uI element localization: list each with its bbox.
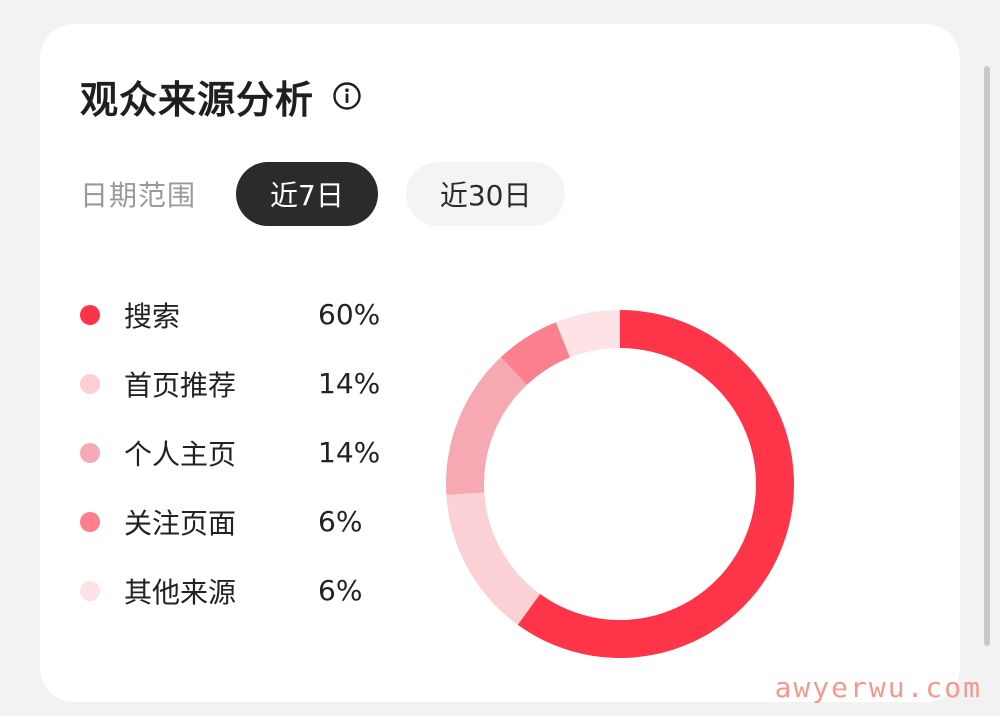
watermark: awyerwu.com [774,671,982,704]
legend-label: 其他来源 [124,575,237,609]
legend-value: 14% [318,367,381,400]
scrollbar[interactable] [984,66,990,646]
legend-value: 6% [318,505,363,538]
card-header: 观众来源分析 [80,68,362,124]
donut-slice[interactable] [446,492,541,625]
legend-swatch [80,373,100,394]
date-range-selector: 日期范围 近7日 近30日 [80,162,593,226]
legend-item: 首页推荐 14% [80,349,380,418]
legend-swatch [80,304,100,325]
donut-slice[interactable] [500,322,570,385]
info-circle-icon[interactable] [332,81,362,111]
legend-label: 关注页面 [124,506,237,540]
donut-slice[interactable] [555,310,620,358]
legend-label: 搜索 [124,299,181,333]
legend-swatch [80,580,100,601]
range-7-days-button[interactable]: 近7日 [236,162,378,226]
legend-item: 个人主页 14% [80,418,380,487]
page-title: 观众来源分析 [80,77,315,122]
legend-item: 搜索 60% [80,280,380,349]
date-range-label: 日期范围 [80,179,197,212]
audience-source-card: 观众来源分析 日期范围 近7日 近30日 搜索 60% 首页推荐 14% 个人主页 14%… [40,24,960,702]
legend-swatch [80,442,100,463]
donut-chart [446,310,794,658]
legend-value: 60% [318,298,381,331]
legend-value: 14% [318,436,381,469]
range-30-days-button[interactable]: 近30日 [405,162,566,226]
legend-swatch [80,511,100,532]
legend-item: 其他来源 6% [80,556,380,625]
chart-legend: 搜索 60% 首页推荐 14% 个人主页 14% 关注页面 6% 其他来源 6% [80,280,380,625]
legend-value: 6% [318,574,363,607]
donut-slice[interactable] [446,357,527,495]
donut-slice[interactable] [517,310,794,658]
legend-item: 关注页面 6% [80,487,380,556]
legend-label: 个人主页 [124,437,237,471]
legend-label: 首页推荐 [124,368,237,402]
